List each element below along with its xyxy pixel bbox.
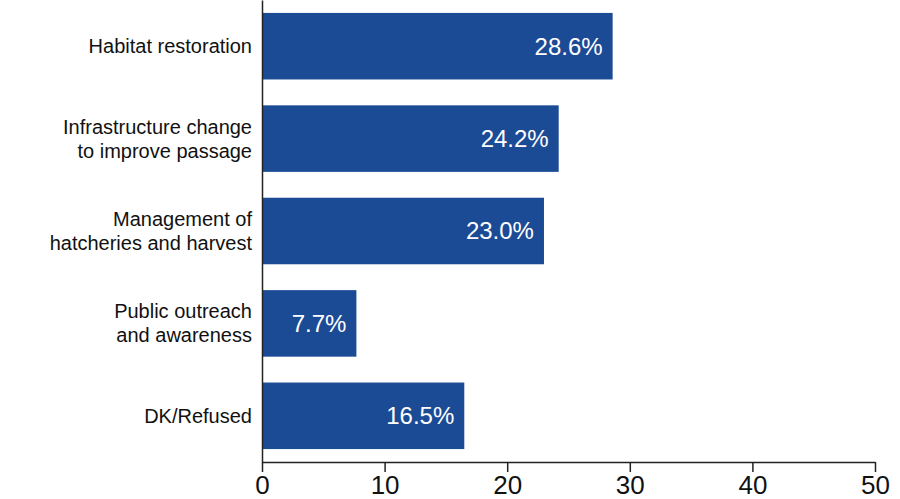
x-tick: 40 (738, 462, 767, 499)
y-axis: Habitat restoration Infrastructure change… (50, 1, 263, 463)
y-tick-label-line: to improve passage (77, 140, 252, 162)
bar (262, 290, 356, 357)
bar (262, 105, 559, 172)
y-tick-label-line: Public outreach (114, 300, 252, 322)
data-label: 24.2% (481, 125, 549, 152)
y-tick-label: Public outreachand awareness (114, 300, 252, 346)
x-tick-label: 10 (371, 470, 400, 499)
y-tick-label: Management ofhatcheries and harvest (50, 208, 253, 254)
bar (262, 198, 544, 265)
x-tick: 0 (255, 462, 269, 499)
x-tick-label: 20 (493, 470, 522, 499)
y-tick-label-line: and awareness (116, 324, 252, 346)
y-axis-line (262, 1, 264, 463)
y-tick: Management ofhatcheries and harvest (50, 208, 253, 254)
x-tick: 10 (371, 462, 400, 499)
y-tick-label-line: DK/Refused (144, 405, 252, 427)
x-tick: 30 (616, 462, 645, 499)
data-label: 7.7% (292, 310, 347, 337)
y-tick-label: Habitat restoration (89, 35, 252, 57)
bars (262, 13, 613, 449)
y-tick: Habitat restoration (89, 35, 252, 57)
y-tick-label: Infrastructure changeto improve passage (63, 116, 252, 162)
chart: 0 10 20 30 40 50 Habitat restoration Infrastruc… (0, 0, 900, 499)
bar (262, 383, 464, 450)
y-tick-label-line: Management of (113, 208, 252, 230)
x-tick-label: 30 (616, 470, 645, 499)
x-axis-line (263, 462, 876, 464)
y-tick-label-line: Habitat restoration (89, 35, 252, 57)
data-label: 23.0% (466, 217, 534, 244)
x-tick-label: 50 (861, 470, 890, 499)
data-labels: 28.6% 24.2% 23.0% 7.7% 16.5% (292, 33, 603, 430)
y-tick: DK/Refused (144, 405, 252, 427)
bar (262, 13, 613, 80)
data-label: 28.6% (535, 33, 603, 60)
x-axis: 0 10 20 30 40 50 (255, 462, 890, 499)
y-tick: Public outreachand awareness (114, 300, 252, 346)
x-tick: 50 (861, 462, 890, 499)
y-tick-label-line: Infrastructure change (63, 116, 252, 138)
y-tick: Infrastructure changeto improve passage (63, 116, 252, 162)
x-tick-label: 40 (738, 470, 767, 499)
y-tick-label: DK/Refused (144, 405, 252, 427)
data-label: 16.5% (386, 402, 454, 429)
x-tick-label: 0 (255, 470, 269, 499)
x-tick: 20 (493, 462, 522, 499)
y-tick-label-line: hatcheries and harvest (50, 232, 253, 254)
